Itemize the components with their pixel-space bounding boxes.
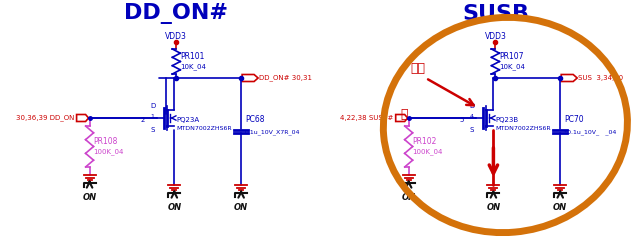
Text: ON: ON bbox=[401, 192, 416, 202]
Text: 5: 5 bbox=[459, 117, 463, 123]
Text: SUSB: SUSB bbox=[462, 4, 529, 24]
Text: 1: 1 bbox=[150, 114, 154, 119]
Text: 高: 高 bbox=[401, 108, 408, 122]
Text: 0.1u_10V_X7R_04: 0.1u_10V_X7R_04 bbox=[245, 129, 301, 135]
Text: PQ23B: PQ23B bbox=[495, 117, 518, 123]
Text: PC70: PC70 bbox=[564, 116, 584, 124]
Text: S: S bbox=[470, 127, 474, 133]
Text: S: S bbox=[150, 127, 155, 133]
Text: *0.1u_10V_ _04: *0.1u_10V_ _04 bbox=[564, 129, 616, 135]
Text: 100K_04: 100K_04 bbox=[413, 148, 443, 155]
Text: PR107: PR107 bbox=[499, 52, 524, 61]
Text: DD_ON# 30,31: DD_ON# 30,31 bbox=[259, 75, 312, 81]
Text: 10K_04: 10K_04 bbox=[499, 63, 525, 70]
Text: D: D bbox=[150, 103, 156, 109]
Text: 10K_04: 10K_04 bbox=[180, 63, 206, 70]
Text: 4: 4 bbox=[470, 114, 474, 119]
Text: SUS  3,34,40: SUS 3,34,40 bbox=[578, 75, 623, 81]
Text: D: D bbox=[470, 103, 475, 109]
Text: PQ23A: PQ23A bbox=[176, 117, 200, 123]
Text: 导通: 导通 bbox=[411, 62, 426, 75]
Text: ON: ON bbox=[83, 192, 97, 202]
Text: ON: ON bbox=[553, 203, 567, 211]
Text: ON: ON bbox=[486, 203, 500, 211]
Text: PR101: PR101 bbox=[180, 52, 205, 61]
Text: 100K_04: 100K_04 bbox=[93, 148, 124, 155]
Text: PR102: PR102 bbox=[413, 137, 437, 146]
Text: PC68: PC68 bbox=[245, 116, 264, 124]
Text: VDD3: VDD3 bbox=[484, 33, 506, 41]
Text: MTDN7002ZHS6R: MTDN7002ZHS6R bbox=[176, 126, 232, 131]
Text: MTDN7002ZHS6R: MTDN7002ZHS6R bbox=[495, 126, 551, 131]
Text: PR108: PR108 bbox=[93, 137, 118, 146]
Text: 2: 2 bbox=[140, 117, 145, 123]
Text: 4,22,38 SUSB#: 4,22,38 SUSB# bbox=[340, 115, 394, 121]
Text: DD_ON#: DD_ON# bbox=[124, 3, 228, 24]
Text: 30,36,39 DD_ON: 30,36,39 DD_ON bbox=[16, 115, 75, 121]
Text: ON: ON bbox=[167, 203, 181, 211]
Text: ON: ON bbox=[234, 203, 248, 211]
Text: VDD3: VDD3 bbox=[165, 33, 188, 41]
